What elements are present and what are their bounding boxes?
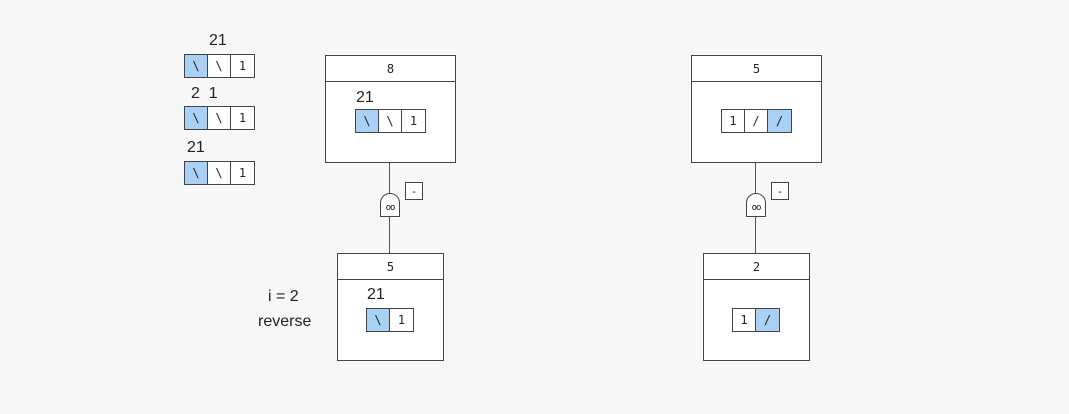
array-cell: 1 bbox=[238, 166, 247, 180]
array-cell: / bbox=[745, 110, 768, 132]
edge-right-lower bbox=[755, 217, 756, 254]
node-label: 21 bbox=[356, 89, 374, 106]
annotation-action: reverse bbox=[258, 313, 312, 330]
array-cell: \ bbox=[356, 110, 379, 132]
array-cell: 1 bbox=[409, 114, 418, 128]
edge-tag-right: - bbox=[771, 182, 789, 200]
legend-label-0: 21 bbox=[209, 32, 227, 49]
array-cell: \ bbox=[208, 162, 231, 184]
array-cell: 1 bbox=[733, 309, 756, 331]
legend-cells-1: \ \ 1 bbox=[184, 106, 255, 130]
edge-right-upper bbox=[755, 163, 756, 193]
node-header: 5 bbox=[338, 254, 443, 280]
edge-left-lower bbox=[389, 217, 390, 254]
array-cell: / bbox=[756, 309, 779, 331]
node-header: 5 bbox=[692, 56, 821, 82]
gate-right-icon: oo bbox=[746, 193, 766, 217]
edge-tag-left: - bbox=[405, 182, 423, 200]
array-cell: \ bbox=[185, 107, 208, 129]
array-cell: 1 bbox=[238, 59, 247, 73]
node-header: 8 bbox=[326, 56, 455, 82]
array-cell: 1 bbox=[397, 313, 406, 327]
node-cells: 1/ bbox=[732, 308, 780, 332]
array-cell: 1 bbox=[722, 110, 745, 132]
node-label: 21 bbox=[367, 286, 385, 303]
array-cell: \ bbox=[208, 107, 231, 129]
array-cell: \ bbox=[185, 55, 208, 77]
array-cell: \ bbox=[379, 110, 402, 132]
legend-label-1: 2 1 bbox=[191, 85, 218, 102]
node-top-left: 8 21 \ \ 1 bbox=[325, 55, 456, 163]
legend-cells-2: \ \ 1 bbox=[184, 161, 255, 185]
node-cells: \ \ 1 bbox=[355, 109, 426, 133]
legend-label-2: 21 bbox=[187, 139, 205, 156]
annotation-iteration: i = 2 bbox=[268, 288, 299, 305]
node-header: 2 bbox=[704, 254, 809, 280]
array-cell: \ bbox=[367, 309, 390, 331]
array-cell: 1 bbox=[238, 111, 247, 125]
array-cell: / bbox=[768, 110, 791, 132]
gate-left-icon: oo bbox=[380, 193, 400, 217]
node-bottom-right: 2 1/ bbox=[703, 253, 810, 361]
node-top-right: 5 1// bbox=[691, 55, 822, 163]
node-cells: \ 1 bbox=[366, 308, 414, 332]
node-cells: 1// bbox=[721, 109, 792, 133]
legend-cells-0: \ \ 1 bbox=[184, 54, 255, 78]
array-cell: \ bbox=[208, 55, 231, 77]
edge-left-upper bbox=[389, 163, 390, 193]
array-cell: \ bbox=[185, 162, 208, 184]
node-bottom-left: 5 21 \ 1 bbox=[337, 253, 444, 361]
